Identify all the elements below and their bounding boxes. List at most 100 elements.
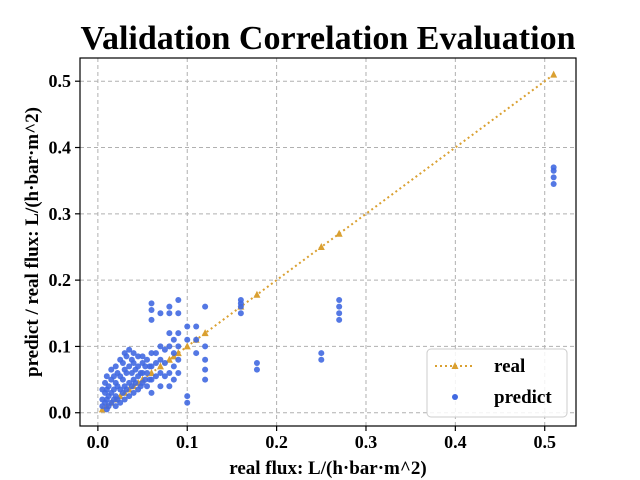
predict-point — [142, 376, 149, 383]
predict-point — [166, 303, 173, 310]
predict-point — [112, 403, 119, 410]
x-tick-label: 0.2 — [265, 432, 288, 452]
predict-point — [170, 336, 177, 343]
predict-point — [202, 343, 209, 350]
y-tick-label: 0.3 — [49, 204, 72, 224]
predict-point — [166, 343, 173, 350]
predict-point — [139, 353, 146, 360]
legend-predict-label: predict — [494, 387, 552, 408]
predict-point — [170, 376, 177, 383]
predict-point — [142, 363, 149, 370]
x-tick-label: 0.0 — [87, 432, 110, 452]
predict-point — [157, 356, 164, 363]
predict-point — [175, 330, 182, 337]
predict-point — [161, 373, 168, 380]
predict-point — [123, 369, 130, 376]
legend-real-marker — [451, 362, 459, 369]
predict-point — [108, 366, 115, 373]
predict-point — [144, 369, 151, 376]
predict-point — [126, 346, 133, 353]
predict-point — [166, 310, 173, 317]
predict-point — [166, 330, 173, 337]
y-tick-label: 0.4 — [49, 138, 72, 158]
predict-point — [175, 310, 182, 317]
y-tick-label: 0.1 — [49, 336, 72, 356]
predict-point — [148, 389, 155, 396]
predict-point — [152, 360, 159, 367]
predict-point — [318, 350, 325, 357]
predict-point — [166, 369, 173, 376]
y-tick-label: 0.0 — [49, 403, 72, 423]
chart-title: Validation Correlation Evaluation — [81, 20, 576, 57]
predict-point — [123, 353, 130, 360]
real-point — [335, 229, 343, 237]
predict-point — [175, 297, 182, 304]
predict-point — [152, 373, 159, 380]
predict-point — [336, 310, 343, 317]
predict-point — [175, 369, 182, 376]
predict-point — [148, 316, 155, 323]
predict-point — [184, 393, 191, 400]
predict-point — [202, 376, 209, 383]
predict-point — [336, 303, 343, 310]
predict-point — [144, 383, 151, 390]
real-point — [253, 290, 261, 298]
predict-point — [152, 350, 159, 357]
x-tick-label: 0.4 — [444, 432, 467, 452]
predict-point — [119, 376, 126, 383]
x-tick-label: 0.3 — [355, 432, 378, 452]
predict-point — [148, 350, 155, 357]
predict-point — [253, 366, 260, 373]
predict-point — [130, 360, 137, 367]
x-tick-label: 0.1 — [176, 432, 199, 452]
real-point — [550, 70, 558, 78]
predict-point — [105, 383, 112, 390]
predict-point — [336, 297, 343, 304]
series-predict — [99, 164, 557, 413]
predict-point — [202, 356, 209, 363]
predict-point — [157, 310, 164, 317]
real-point — [201, 329, 209, 337]
predict-point — [132, 379, 139, 386]
x-axis-label: real flux: L/(h·bar·m^2) — [229, 458, 427, 479]
predict-point — [161, 360, 168, 367]
predict-point — [202, 366, 209, 373]
predict-point — [144, 356, 151, 363]
predict-point — [193, 336, 200, 343]
predict-point — [103, 373, 110, 380]
predict-point — [166, 383, 173, 390]
real-point — [156, 362, 164, 370]
plot-frame — [79, 57, 577, 427]
predict-point — [170, 363, 177, 370]
predict-point — [135, 353, 142, 360]
predict-point — [193, 323, 200, 330]
predict-point — [184, 323, 191, 330]
predict-point — [237, 310, 244, 317]
predict-point — [130, 350, 137, 357]
predict-point — [170, 350, 177, 357]
real-point — [317, 242, 325, 250]
predict-point — [175, 343, 182, 350]
predict-point — [130, 389, 137, 396]
y-tick-label: 0.2 — [49, 270, 72, 290]
y-axis-label: predict / real flux: L/(h·bar·m^2) — [22, 107, 43, 377]
predict-point — [318, 356, 325, 363]
predict-point — [193, 350, 200, 357]
predict-point — [135, 363, 142, 370]
predict-point — [157, 343, 164, 350]
predict-point — [126, 363, 133, 370]
predict-point — [119, 360, 126, 367]
predict-point — [550, 180, 557, 187]
predict-point — [157, 369, 164, 376]
predict-point — [175, 356, 182, 363]
x-tick-label: 0.5 — [533, 432, 556, 452]
y-tick-label: 0.5 — [49, 71, 72, 91]
predict-point — [148, 376, 155, 383]
predict-point — [123, 386, 130, 393]
predict-point — [550, 164, 557, 171]
legend: real predict — [426, 348, 568, 418]
predict-point — [148, 306, 155, 313]
predict-point — [157, 383, 164, 390]
predict-point — [253, 360, 260, 367]
predict-point — [117, 399, 124, 406]
